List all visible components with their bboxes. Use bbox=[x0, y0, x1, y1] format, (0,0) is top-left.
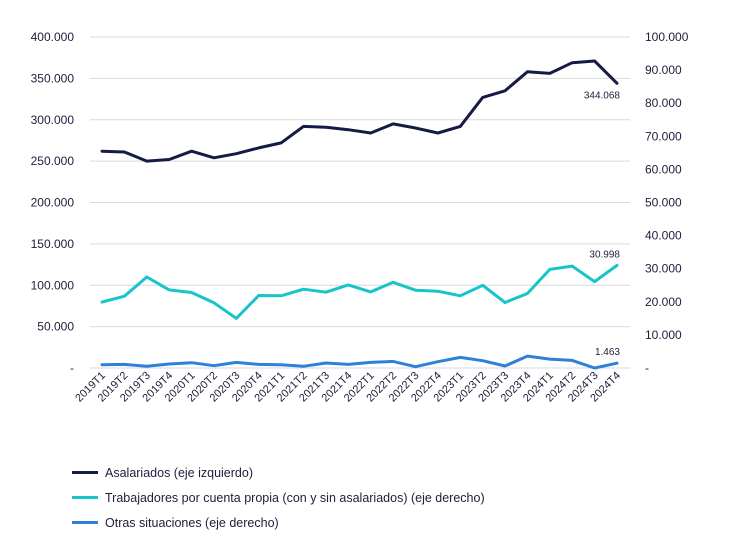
left-tick-label: 400.000 bbox=[31, 30, 75, 44]
right-tick-label: 90.000 bbox=[645, 63, 682, 77]
right-tick-label: 80.000 bbox=[645, 96, 682, 110]
left-axis-ticks: - 50.000 100.000 150.000 200.000 250.000 300.0… bbox=[31, 30, 75, 375]
legend-item-cuenta-propia: Trabajadores por cuenta propia (con y si… bbox=[72, 485, 485, 510]
right-tick-label: 40.000 bbox=[645, 229, 682, 243]
right-tick-label: 50.000 bbox=[645, 196, 682, 210]
left-tick-label: - bbox=[70, 361, 74, 375]
right-axis-ticks: - 10.000 20.000 30.000 40.000 50.000 60.000 70.… bbox=[645, 30, 689, 375]
left-tick-label: 150.000 bbox=[31, 237, 75, 251]
right-tick-label: 20.000 bbox=[645, 295, 682, 309]
series-line-2 bbox=[100, 354, 619, 370]
legend-label: Asalariados (eje izquierdo) bbox=[105, 465, 253, 480]
line-chart: - 50.000 100.000 150.000 200.000 250.000 300.0… bbox=[31, 30, 689, 405]
right-tick-label: 60.000 bbox=[645, 162, 682, 176]
left-tick-label: 250.000 bbox=[31, 154, 75, 168]
legend-label: Otras situaciones (eje derecho) bbox=[105, 515, 279, 530]
right-tick-label: 100.000 bbox=[645, 30, 689, 44]
series-lines bbox=[100, 59, 619, 370]
legend-item-asalariados: Asalariados (eje izquierdo) bbox=[72, 460, 485, 485]
right-tick-label: - bbox=[645, 361, 649, 375]
end-data-label: 1.463 bbox=[595, 347, 620, 358]
left-tick-label: 350.000 bbox=[31, 71, 75, 85]
legend-swatch bbox=[72, 471, 98, 474]
right-tick-label: 30.000 bbox=[645, 262, 682, 276]
left-tick-label: 50.000 bbox=[37, 320, 74, 334]
data-labels: 344.068 30.998 1.463 bbox=[584, 90, 621, 358]
legend: Asalariados (eje izquierdo) Trabajadores… bbox=[72, 460, 485, 535]
right-tick-label: 70.000 bbox=[645, 129, 682, 143]
series-line-1 bbox=[100, 263, 619, 320]
x-axis-ticks: 2019T12019T22019T32019T42020T12020T22020… bbox=[73, 370, 623, 405]
legend-swatch bbox=[72, 521, 98, 524]
series-line-0 bbox=[100, 59, 619, 163]
end-data-label: 30.998 bbox=[589, 249, 620, 260]
legend-swatch bbox=[72, 496, 98, 499]
end-data-label: 344.068 bbox=[584, 90, 621, 101]
right-tick-label: 10.000 bbox=[645, 328, 682, 342]
legend-item-otras: Otras situaciones (eje derecho) bbox=[72, 510, 485, 535]
left-tick-label: 100.000 bbox=[31, 278, 75, 292]
legend-label: Trabajadores por cuenta propia (con y si… bbox=[105, 490, 485, 505]
left-tick-label: 300.000 bbox=[31, 113, 75, 127]
left-tick-label: 200.000 bbox=[31, 196, 75, 210]
gridlines bbox=[90, 36, 630, 369]
